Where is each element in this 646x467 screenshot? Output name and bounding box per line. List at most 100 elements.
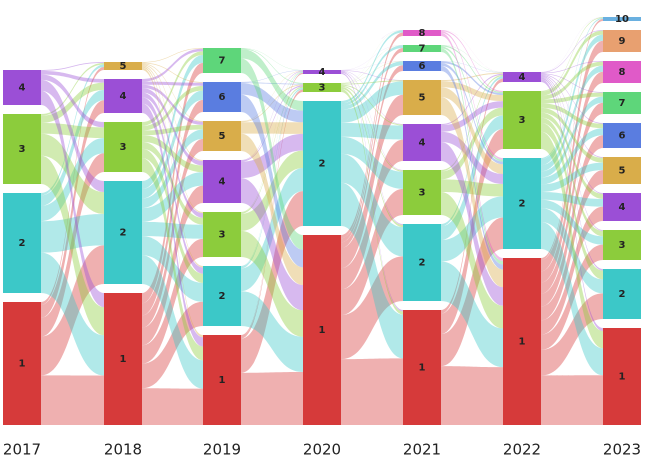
flow (241, 48, 303, 111)
node-label: 3 (120, 142, 127, 153)
node (603, 157, 641, 184)
flow (142, 103, 203, 347)
flow (341, 45, 403, 84)
flow (541, 75, 603, 194)
flow (541, 61, 603, 100)
node (503, 91, 541, 149)
flow (441, 196, 503, 262)
flow (541, 30, 603, 73)
flow (341, 188, 403, 316)
flow (341, 72, 403, 312)
flow (41, 153, 104, 337)
flow (441, 30, 503, 73)
flow (241, 70, 303, 122)
flow (241, 82, 303, 85)
flow (441, 81, 503, 102)
flow (341, 30, 403, 84)
node (203, 266, 241, 326)
flow (241, 133, 303, 285)
flow (441, 73, 503, 126)
node-label: 1 (120, 354, 127, 365)
flow (341, 71, 403, 171)
flow (142, 84, 203, 125)
flow (441, 78, 503, 314)
flow (41, 155, 104, 336)
year-label: 2018 (104, 441, 142, 459)
node (3, 302, 41, 425)
node-label: 5 (120, 61, 127, 72)
node (104, 181, 142, 284)
flow (41, 100, 104, 318)
node (104, 293, 142, 425)
flow (441, 366, 503, 425)
node-label: 2 (419, 258, 426, 269)
flow (341, 30, 403, 71)
flow (441, 31, 503, 160)
flow (142, 64, 203, 162)
flow (142, 62, 203, 304)
flow (541, 65, 603, 172)
node-label: 5 (219, 131, 226, 142)
node (403, 30, 441, 36)
node-label: 1 (19, 359, 26, 370)
node (503, 72, 541, 82)
flow (341, 88, 403, 315)
node (603, 92, 641, 114)
flow (142, 92, 203, 218)
node-label: 5 (419, 93, 426, 104)
flow (541, 17, 603, 73)
flow (441, 74, 503, 172)
flow (441, 131, 503, 185)
flow (441, 97, 503, 288)
flow (441, 48, 503, 265)
node (203, 48, 241, 73)
node-label: 6 (419, 61, 426, 72)
flow (341, 45, 403, 106)
node-label: 8 (619, 67, 626, 78)
flow (441, 87, 503, 174)
node-label: 4 (120, 91, 127, 102)
flow (341, 182, 403, 359)
flow (541, 71, 603, 283)
flow (241, 85, 303, 162)
node (3, 70, 41, 105)
flow (541, 244, 603, 350)
node (3, 193, 41, 293)
flow (142, 255, 203, 389)
flow (241, 71, 303, 161)
flow (142, 65, 203, 214)
flow (541, 76, 603, 231)
flow (541, 92, 603, 104)
node (303, 70, 341, 74)
node (203, 160, 241, 203)
flow (441, 217, 503, 367)
flow (541, 79, 603, 331)
node-label: 3 (519, 115, 526, 126)
flow (541, 103, 603, 129)
flow (541, 206, 603, 335)
flow (541, 191, 603, 207)
flow (541, 107, 603, 163)
flow (541, 128, 603, 185)
flow (341, 139, 403, 290)
flow (341, 61, 403, 84)
flow (541, 117, 603, 237)
flow (441, 61, 503, 96)
flow (541, 77, 603, 271)
flow (41, 245, 104, 376)
flow (142, 51, 203, 126)
flow (541, 122, 603, 280)
flow (341, 136, 403, 189)
flow (441, 45, 503, 94)
flow (441, 191, 503, 329)
node-label: 1 (319, 325, 326, 336)
node-label: 9 (619, 36, 626, 47)
nodes: 1 2 3 4 2017 1 2 3 4 5 2018 1 2 3 4 5 6 7 2019 1 2 3 4 2020 1 2 3 4… (3, 14, 641, 459)
flow (441, 61, 503, 73)
flow (142, 148, 203, 283)
flow (142, 81, 203, 86)
flow (241, 48, 303, 84)
year-label: 2020 (303, 441, 341, 459)
node (503, 258, 541, 425)
flow (341, 94, 403, 269)
